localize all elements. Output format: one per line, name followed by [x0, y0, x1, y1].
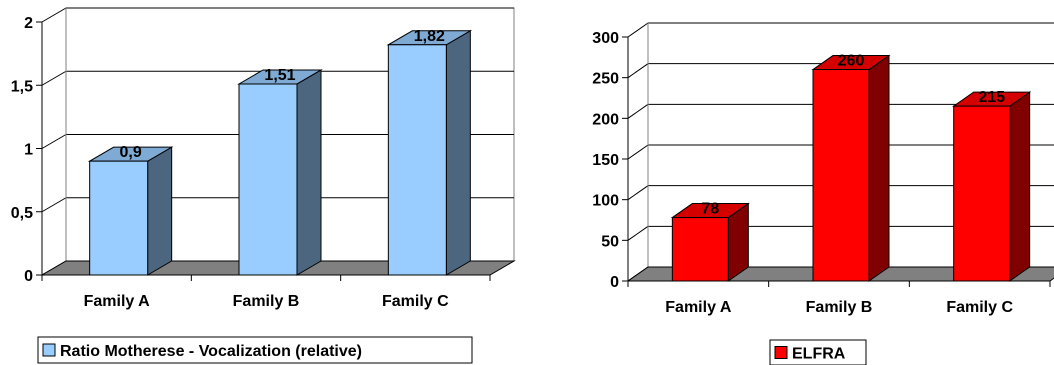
data-label: 1,51	[264, 67, 295, 84]
bar-front-face	[238, 83, 298, 276]
bar-front-face	[812, 69, 870, 282]
data-label: 260	[838, 53, 865, 70]
x-tick-label: Family A	[665, 299, 732, 316]
y-tick-label: 0	[610, 274, 619, 291]
bar	[811, 54, 891, 282]
y-tick-label: 0,5	[11, 205, 33, 222]
x-tick-label: Family C	[382, 293, 449, 310]
y-tick-label: 1	[24, 142, 33, 159]
bar-side-face	[1009, 91, 1031, 282]
side-wall-gridline	[627, 22, 649, 38]
bar-front-face	[953, 105, 1011, 282]
side-wall-gridline	[627, 103, 649, 119]
x-tick-label: Family B	[806, 299, 873, 316]
legend: ELFRA	[769, 339, 867, 365]
legend-label: ELFRA	[792, 346, 846, 363]
bar-side-face	[296, 69, 322, 276]
side-wall-gridline	[627, 225, 649, 241]
data-label: 0,9	[120, 144, 142, 161]
bar-front-face	[89, 160, 149, 276]
bar-front-face	[387, 44, 447, 276]
bar	[386, 29, 473, 276]
bar	[237, 69, 323, 276]
legend-label: Ratio Motherese - Vocalization (relative…	[60, 343, 362, 360]
chart-1: 0 0,5 1 1,5 2 0,9 Family A 1,51 Family B 1,82 Fami…	[11, 7, 516, 364]
side-wall-gridline	[627, 63, 649, 79]
x-tick-label: Family B	[233, 293, 300, 310]
y-tick-label: 0	[24, 268, 33, 285]
y-tick-label: 50	[601, 233, 619, 250]
y-tick-label: 1,5	[11, 78, 33, 95]
data-label: 215	[978, 89, 1005, 106]
bar	[87, 146, 174, 276]
x-tick-label: Family C	[946, 299, 1013, 316]
chart-2: 0 50 100 150 200 250 300 78 Family A 260 Family B 2…	[592, 22, 1054, 365]
bar	[952, 91, 1032, 282]
legend-box	[37, 336, 473, 364]
data-label: 1,82	[414, 28, 445, 45]
bar-front-face	[671, 217, 729, 282]
y-tick-label: 100	[592, 193, 619, 210]
side-wall-gridline	[41, 134, 67, 149]
side-wall-gridline	[41, 7, 67, 23]
side-wall-gridline	[41, 197, 67, 213]
side-wall-gridline	[627, 144, 649, 160]
legend: Ratio Motherese - Vocalization (relative…	[37, 336, 473, 364]
bar	[670, 202, 750, 282]
bar-side-face	[868, 54, 890, 282]
y-tick-label: 300	[592, 30, 619, 47]
y-tick-label: 2	[24, 15, 33, 32]
data-label: 78	[701, 201, 719, 218]
side-wall-gridline	[627, 185, 649, 201]
y-tick-label: 200	[592, 111, 619, 128]
bar-side-face	[147, 146, 173, 276]
y-tick-label: 150	[592, 152, 619, 169]
y-tick-label: 250	[592, 71, 619, 88]
bar-side-face	[445, 29, 471, 276]
side-wall-gridline	[41, 70, 67, 86]
legend-swatch	[774, 346, 788, 359]
x-tick-label: Family A	[84, 293, 151, 310]
legend-swatch	[42, 343, 56, 357]
